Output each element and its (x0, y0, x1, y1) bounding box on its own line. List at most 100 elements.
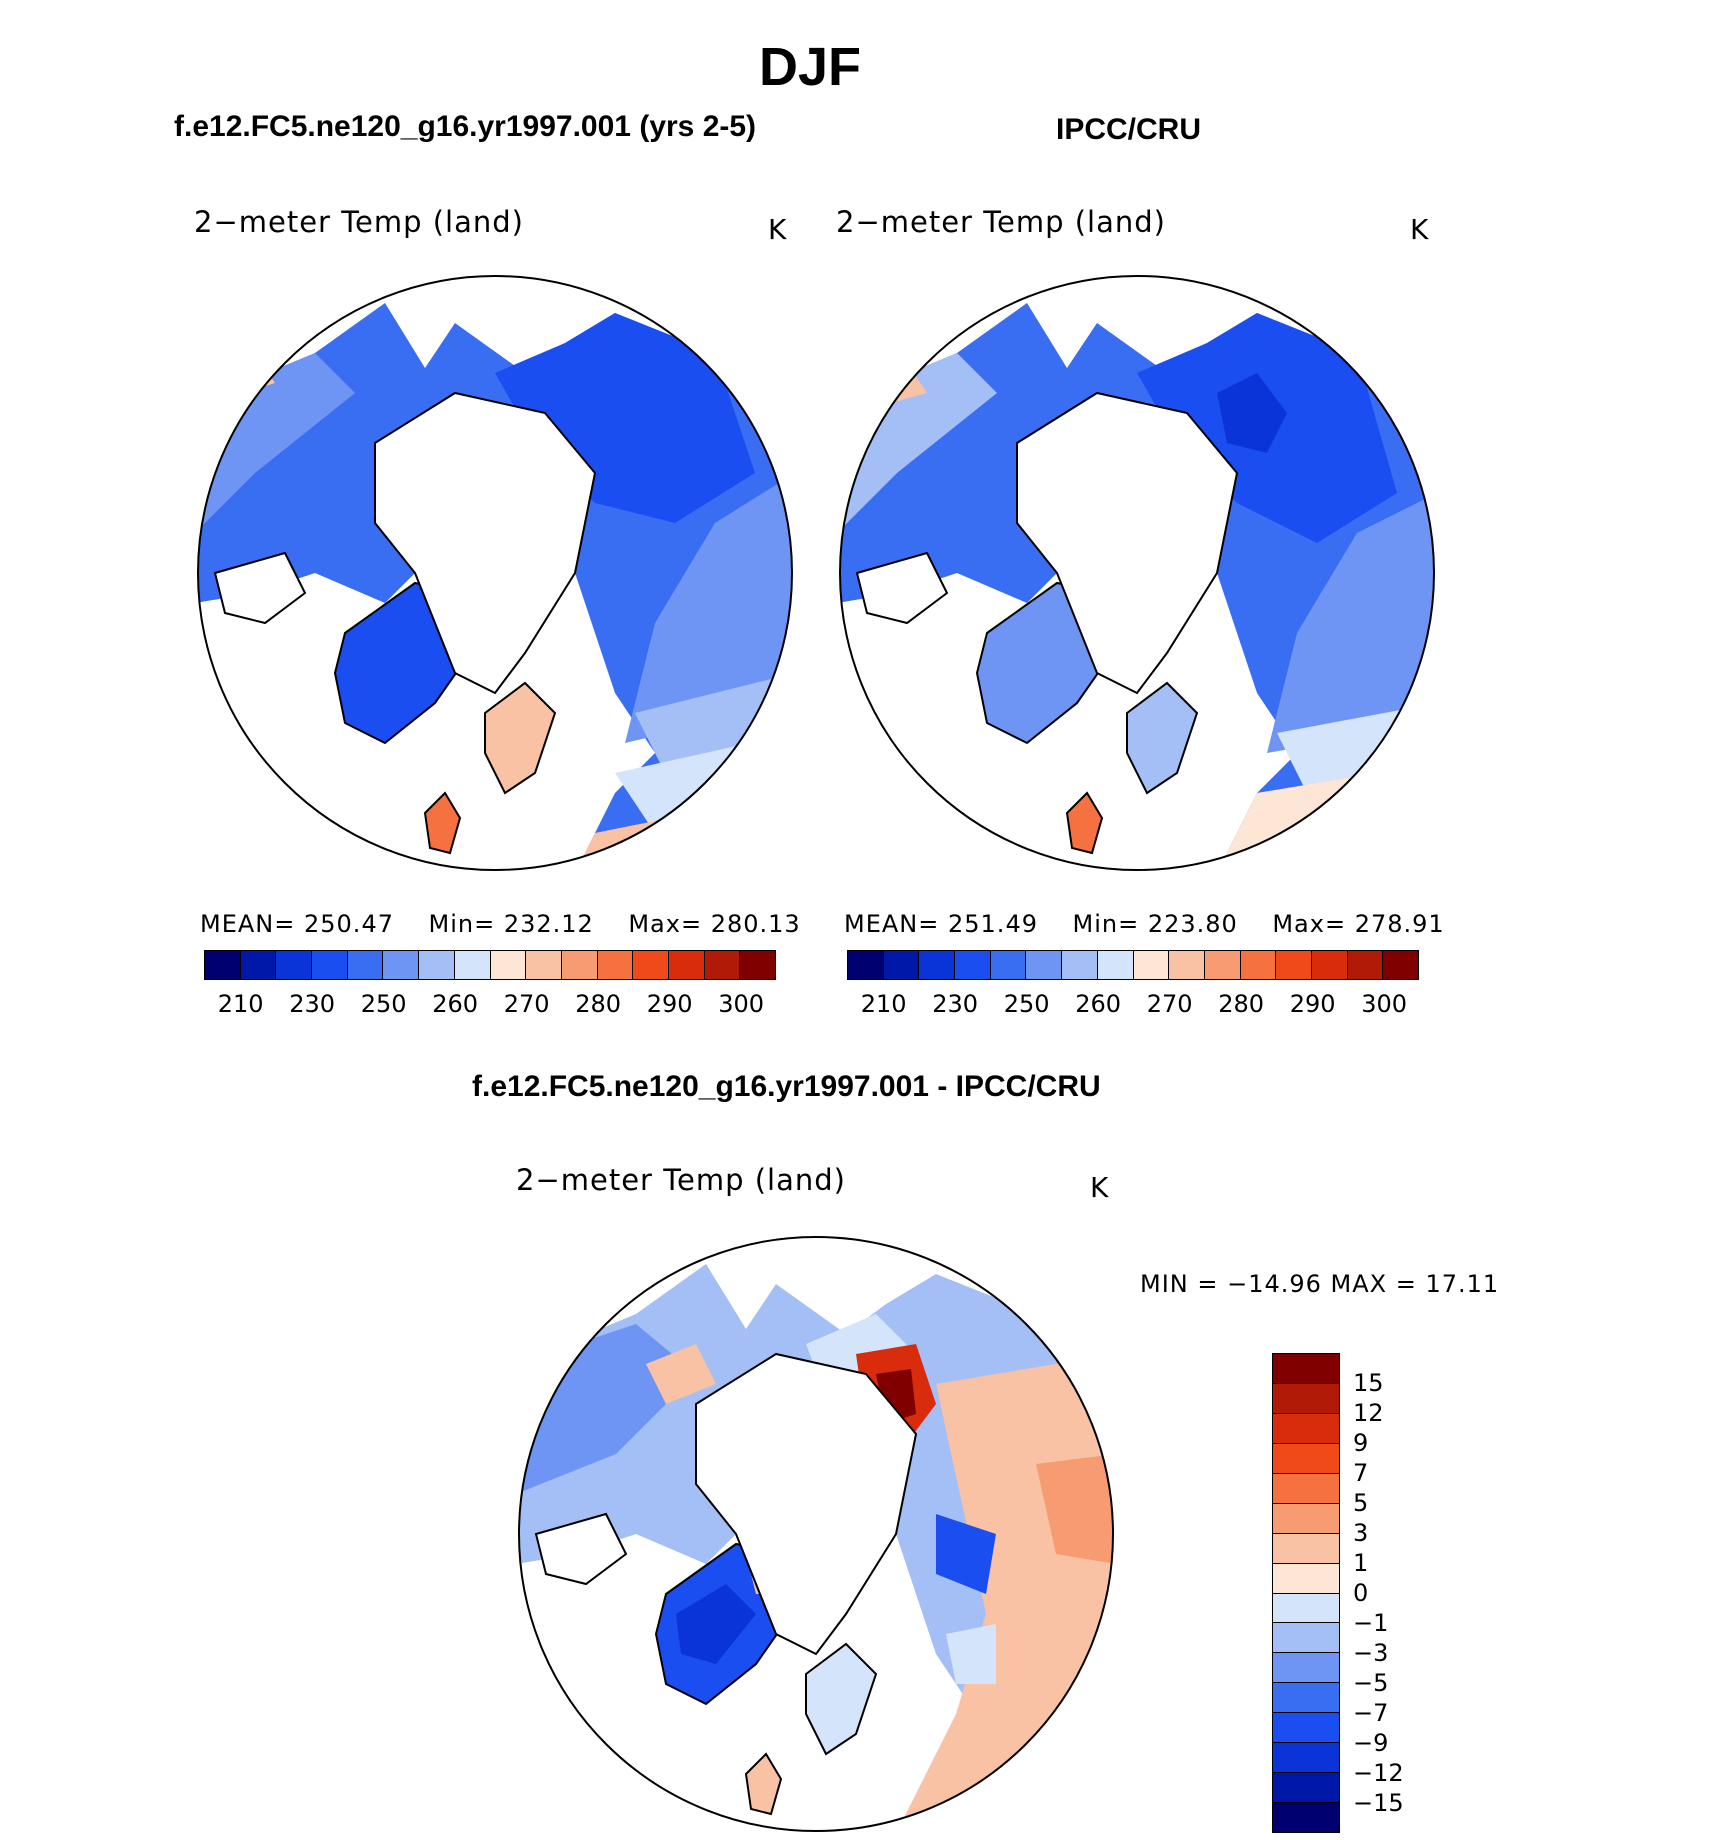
model-colorbar-swatch (668, 951, 705, 979)
diff-colorbar-swatch (1273, 1354, 1339, 1384)
model-colorbar-tick-label: 230 (289, 990, 336, 1018)
obs-polar-map (839, 275, 1435, 871)
scandinavia (484, 681, 557, 795)
obs-header: IPCC/CRU (1056, 113, 1202, 146)
diff-header: f.e12.FC5.ne120_g16.yr1997.001 - IPCC/CR… (472, 1070, 1101, 1103)
obs-min-label: Min= (1072, 910, 1140, 938)
british-isles (423, 791, 462, 855)
hudson-bay (855, 551, 949, 625)
hudson-bay (534, 1512, 628, 1586)
diff-colorbar-swatch (1273, 1473, 1339, 1504)
obs-colorbar-tick-label: 260 (1075, 990, 1122, 1018)
model-colorbar-swatch (312, 951, 348, 979)
diff-colorbar-tick-label: −15 (1353, 1789, 1404, 1817)
obs-colorbar-swatch (1204, 951, 1241, 979)
model-colorbar-swatch (561, 951, 598, 979)
diff-colorbar-swatch (1273, 1653, 1339, 1684)
model-variable-label: 2−meter Temp (land) (194, 205, 524, 239)
obs-colorbar-tick-label: 270 (1146, 990, 1193, 1018)
model-colorbar-tick-label: 260 (432, 990, 479, 1018)
diff-colorbar-swatch (1273, 1683, 1339, 1714)
obs-unit: K (1410, 213, 1429, 246)
diff-colorbar-swatch (1273, 1383, 1339, 1414)
model-colorbar-swatch (383, 951, 420, 979)
model-colorbar-tick-label: 280 (575, 990, 622, 1018)
model-header: f.e12.FC5.ne120_g16.yr1997.001 (yrs 2-5) (174, 110, 757, 143)
diff-colorbar-swatch (1273, 1443, 1339, 1474)
arctic-ocean (374, 391, 597, 695)
diff-colorbar-swatch (1273, 1743, 1339, 1774)
obs-colorbar-swatch (1276, 951, 1312, 979)
model-colorbar-swatch (526, 951, 562, 979)
diff-colorbar-swatch (1273, 1593, 1339, 1624)
obs-colorbar-swatch (1311, 951, 1348, 979)
obs-colorbar-tick-label: 280 (1218, 990, 1265, 1018)
obs-min-value: 223.80 (1147, 910, 1238, 938)
model-colorbar-swatch (276, 951, 313, 979)
obs-colorbar-swatch (1133, 951, 1170, 979)
diff-colorbar-tick-label: −12 (1353, 1759, 1404, 1787)
figure-title: DJF (758, 37, 861, 97)
obs-colorbar (847, 950, 1419, 980)
model-colorbar-tick-label: 210 (217, 990, 264, 1018)
scandinavia (1126, 681, 1199, 795)
obs-colorbar-swatch (1026, 951, 1063, 979)
model-colorbar-swatch (454, 951, 491, 979)
model-colorbar-swatch (597, 951, 634, 979)
diff-colorbar (1272, 1353, 1340, 1833)
obs-mean-value: 251.49 (948, 910, 1038, 938)
british-isles (744, 1752, 783, 1816)
obs-colorbar-swatch (1062, 951, 1098, 979)
model-mean-value: 250.47 (304, 910, 394, 938)
obs-variable-label: 2−meter Temp (land) (836, 205, 1166, 239)
diff-colorbar-tick-label: 3 (1353, 1519, 1369, 1547)
model-colorbar-swatch (490, 951, 527, 979)
diff-colorbar-swatch (1273, 1713, 1339, 1744)
diff-colorbar-tick-label: 0 (1353, 1579, 1369, 1607)
model-colorbar (204, 950, 776, 980)
hudson-bay (213, 551, 307, 625)
diff-colorbar-tick-label: 1 (1353, 1549, 1369, 1577)
obs-colorbar-tick-label: 210 (860, 990, 907, 1018)
diff-unit: K (1090, 1171, 1109, 1204)
diff-colorbar-tick-label: 9 (1353, 1429, 1369, 1457)
model-colorbar-swatch (633, 951, 669, 979)
obs-colorbar-tick-label: 290 (1289, 990, 1336, 1018)
obs-colorbar-tick-label: 250 (1003, 990, 1050, 1018)
diff-colorbar-swatch (1273, 1533, 1339, 1564)
diff-colorbar-tick-label: −7 (1353, 1699, 1389, 1727)
diff-colorbar-tick-label: 15 (1353, 1369, 1384, 1397)
model-colorbar-tick-label: 300 (718, 990, 765, 1018)
obs-max-value: 278.91 (1354, 910, 1445, 938)
model-polar-map (197, 275, 793, 871)
obs-colorbar-swatch (883, 951, 920, 979)
diff-minmax: MIN = −14.96 MAX = 17.11 (1140, 1270, 1500, 1298)
diff-variable-label: 2−meter Temp (land) (516, 1163, 846, 1197)
diff-colorbar-tick-label: −1 (1353, 1609, 1389, 1637)
diff-colorbar-tick-label: 5 (1353, 1489, 1369, 1517)
model-colorbar-swatch (347, 951, 384, 979)
diff-colorbar-swatch (1273, 1413, 1339, 1444)
model-stats: MEAN= 250.47 Min= 232.12 Max= 280.13 (200, 910, 801, 938)
model-colorbar-tick-label: 250 (360, 990, 407, 1018)
obs-colorbar-swatch (919, 951, 956, 979)
obs-colorbar-tick-label: 300 (1361, 990, 1408, 1018)
arctic-ocean (1016, 391, 1239, 695)
diff-colorbar-tick-label: −3 (1353, 1639, 1389, 1667)
model-max-value: 280.13 (710, 910, 801, 938)
obs-mean-label: MEAN= (844, 910, 940, 938)
diff-polar-map (518, 1236, 1114, 1832)
obs-colorbar-swatch (848, 951, 884, 979)
diff-colorbar-tick-label: −5 (1353, 1669, 1389, 1697)
model-colorbar-swatch (740, 951, 775, 979)
diff-colorbar-swatch (1273, 1503, 1339, 1534)
diff-colorbar-swatch (1273, 1773, 1339, 1804)
diff-colorbar-swatch (1273, 1803, 1339, 1832)
model-max-label: Max= (628, 910, 703, 938)
diff-colorbar-swatch (1273, 1623, 1339, 1654)
model-mean-label: MEAN= (200, 910, 296, 938)
model-colorbar-tick-label: 270 (503, 990, 550, 1018)
diff-colorbar-tick-label: 12 (1353, 1399, 1384, 1427)
model-colorbar-swatch (205, 951, 241, 979)
obs-colorbar-swatch (1347, 951, 1384, 979)
